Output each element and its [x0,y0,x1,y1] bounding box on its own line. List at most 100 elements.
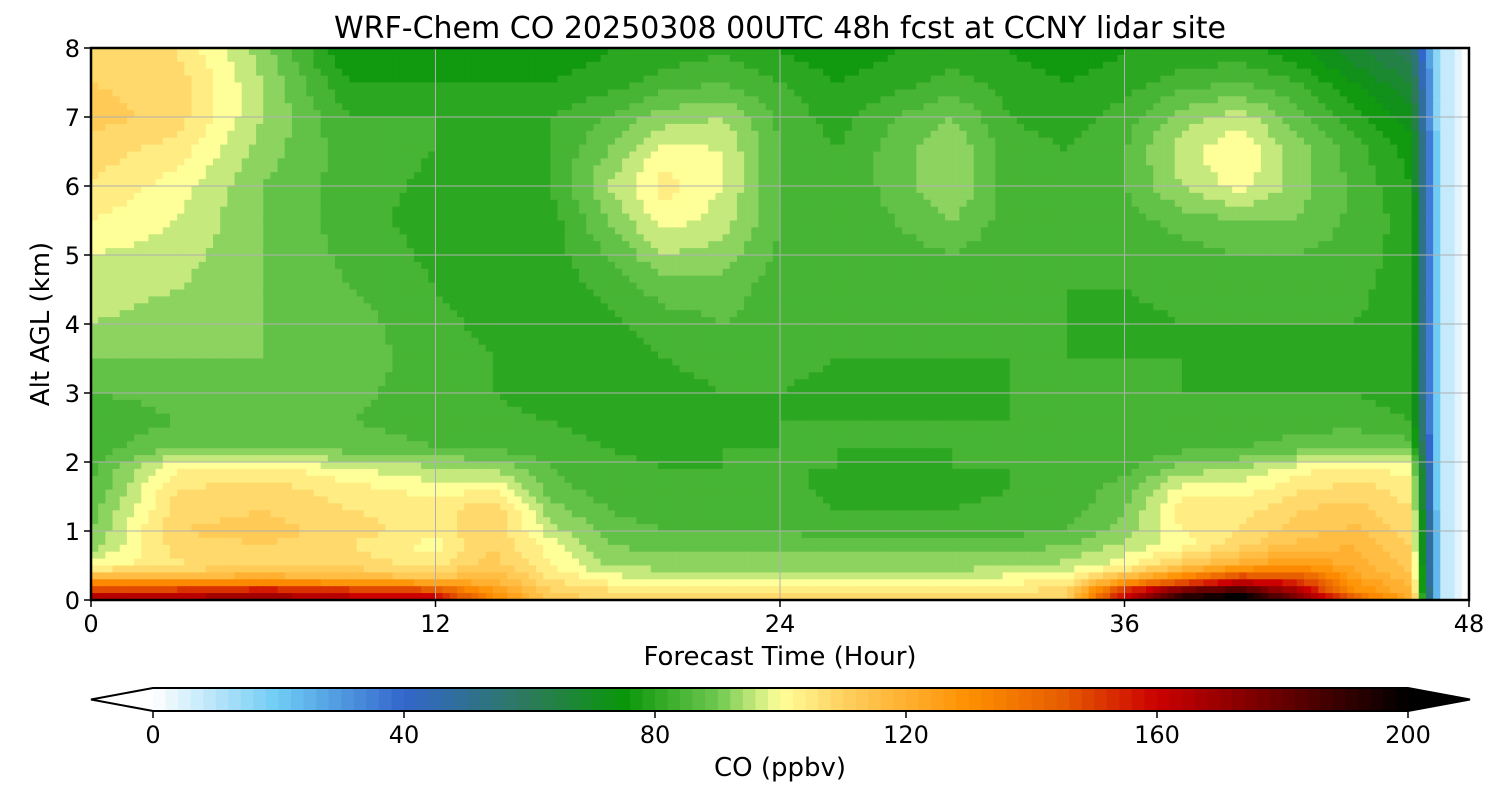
heatmap-cell [851,179,860,187]
heatmap-cell [119,165,128,173]
heatmap-cell [399,48,408,56]
heatmap-cell [866,75,874,84]
heatmap-cell [937,199,946,208]
heatmap-cell [320,75,329,84]
heatmap-cell [1390,96,1398,104]
heatmap-cell [1361,179,1370,187]
heatmap-cell [356,130,365,139]
heatmap-cell [1181,96,1190,104]
heatmap-cell [988,61,996,70]
heatmap-cell [815,220,824,228]
heatmap-cell [772,137,781,146]
heatmap-cell [457,137,465,146]
heatmap-cell [399,54,408,63]
heatmap-cell [1059,75,1068,84]
heatmap-cell [342,68,350,77]
heatmap-cell [1260,220,1269,228]
heatmap-cell [342,48,350,56]
heatmap-cell [1174,165,1183,173]
heatmap-cell [1110,220,1118,228]
heatmap-cell [299,54,307,63]
heatmap-cell [679,82,688,90]
heatmap-cell [579,123,587,132]
heatmap-cell [1138,213,1147,222]
heatmap-cell [535,117,544,125]
heatmap-cell [1117,137,1126,146]
heatmap-cell [1146,130,1154,139]
heatmap-cell [894,179,903,187]
heatmap-cell [1024,172,1032,180]
heatmap-cell [1009,213,1018,222]
heatmap-cell [457,61,465,70]
heatmap-cell [177,89,185,97]
heatmap-cell [672,117,681,125]
heatmap-cell [442,213,451,222]
heatmap-cell [873,117,882,125]
heatmap-cell [119,206,128,215]
heatmap-cell [1038,199,1047,208]
heatmap-cell [780,89,788,97]
heatmap-cell [980,206,989,215]
heatmap-cell [1088,199,1097,208]
heatmap-cell [141,54,150,63]
heatmap-cell [909,186,917,194]
heatmap-cell [564,151,573,159]
heatmap-cell [1397,110,1406,118]
heatmap-cell [1131,192,1140,201]
heatmap-cell [823,54,831,63]
heatmap-cell [1024,48,1032,56]
heatmap-cell [866,199,874,208]
heatmap-cell [1311,75,1319,84]
heatmap-cell [1067,130,1075,139]
heatmap-cell [1174,89,1183,97]
heatmap-cell [1246,117,1255,125]
heatmap-cell [112,75,121,84]
heatmap-cell [1260,144,1269,153]
heatmap-cell [1189,96,1197,104]
heatmap-cell [471,48,480,56]
heatmap-cell [1311,123,1319,132]
heatmap-cell [485,179,494,187]
heatmap-cell [758,172,767,180]
heatmap-cell [1433,96,1441,104]
heatmap-cell [1260,130,1269,139]
heatmap-cell [1418,123,1427,132]
heatmap-cell [91,82,99,90]
heatmap-cell [327,68,336,77]
heatmap-cell [1289,75,1298,84]
heatmap-cell [349,192,358,201]
heatmap-cell [1110,130,1118,139]
heatmap-cell [823,199,831,208]
heatmap-cell [945,89,953,97]
heatmap-cell [1088,96,1097,104]
heatmap-cell [1146,220,1154,228]
heatmap-cell [837,137,846,146]
heatmap-cell [600,137,609,146]
heatmap-cell [141,68,150,77]
heatmap-cell [1024,103,1032,111]
heatmap-cell [1174,96,1183,104]
heatmap-cell [973,130,982,139]
heatmap-cell [1167,165,1176,173]
heatmap-cell [227,123,236,132]
heatmap-cell [521,151,530,159]
heatmap-cell [1088,206,1097,215]
heatmap-cell [693,61,702,70]
heatmap-cell [349,172,358,180]
heatmap-cell [851,144,860,153]
heatmap-cell [492,54,501,63]
heatmap-cell [708,199,717,208]
heatmap-cell [758,186,767,194]
heatmap-cell [744,213,752,222]
heatmap-cell [241,165,250,173]
heatmap-cell [442,75,451,84]
heatmap-cell [1189,186,1197,194]
heatmap-cell [528,130,537,139]
heatmap-cell [105,199,114,208]
heatmap-cell [1031,137,1039,146]
heatmap-cell [995,206,1004,215]
heatmap-cell [442,186,451,194]
heatmap-cell [801,199,810,208]
heatmap-cell [356,137,365,146]
heatmap-cell [995,192,1004,201]
